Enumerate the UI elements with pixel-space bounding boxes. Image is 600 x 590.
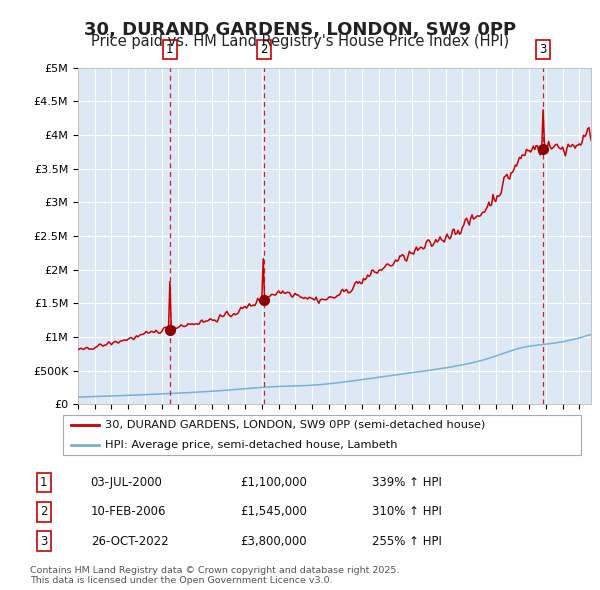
Text: 03-JUL-2000: 03-JUL-2000	[91, 476, 163, 489]
Text: Price paid vs. HM Land Registry's House Price Index (HPI): Price paid vs. HM Land Registry's House …	[91, 34, 509, 49]
Text: 255% ↑ HPI: 255% ↑ HPI	[372, 535, 442, 548]
Text: 1: 1	[166, 43, 173, 56]
Text: 2: 2	[260, 43, 268, 56]
Text: £1,545,000: £1,545,000	[240, 505, 307, 519]
Text: 30, DURAND GARDENS, LONDON, SW9 0PP: 30, DURAND GARDENS, LONDON, SW9 0PP	[84, 21, 516, 39]
Text: 3: 3	[40, 535, 47, 548]
FancyBboxPatch shape	[62, 415, 581, 455]
Text: £3,800,000: £3,800,000	[240, 535, 307, 548]
Text: 310% ↑ HPI: 310% ↑ HPI	[372, 505, 442, 519]
Text: 26-OCT-2022: 26-OCT-2022	[91, 535, 169, 548]
Text: 339% ↑ HPI: 339% ↑ HPI	[372, 476, 442, 489]
Text: 10-FEB-2006: 10-FEB-2006	[91, 505, 166, 519]
Text: £1,100,000: £1,100,000	[240, 476, 307, 489]
Text: 3: 3	[539, 43, 547, 56]
Text: HPI: Average price, semi-detached house, Lambeth: HPI: Average price, semi-detached house,…	[104, 440, 397, 450]
Text: 1: 1	[40, 476, 47, 489]
Text: 2: 2	[40, 505, 47, 519]
Text: Contains HM Land Registry data © Crown copyright and database right 2025.
This d: Contains HM Land Registry data © Crown c…	[30, 566, 400, 585]
Text: 30, DURAND GARDENS, LONDON, SW9 0PP (semi-detached house): 30, DURAND GARDENS, LONDON, SW9 0PP (sem…	[104, 420, 485, 430]
